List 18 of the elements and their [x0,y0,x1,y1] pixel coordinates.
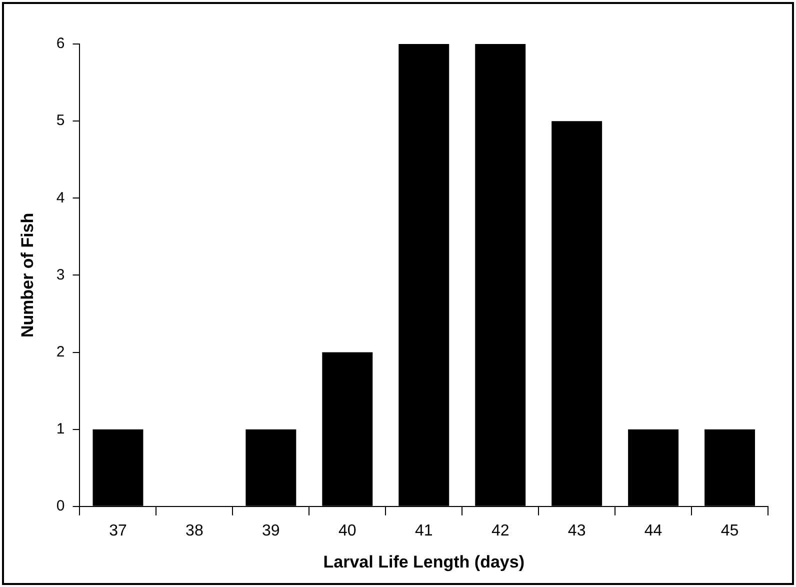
y-tick-label: 2 [56,343,65,360]
x-tick-label: 40 [338,522,356,540]
y-tick-label: 5 [56,112,65,130]
y-tick-label: 0 [56,498,65,515]
y-tick-label: 3 [56,266,65,284]
x-tick-label: 43 [568,522,586,540]
x-tick-label: 39 [262,522,280,540]
x-axis-title: Larval Life Length (days) [323,552,524,572]
y-tick-label: 1 [56,420,65,438]
y-tick-label: 4 [56,189,65,206]
x-tick-label: 45 [720,522,739,540]
y-tick-label: 6 [56,35,65,52]
x-tick-label: 38 [186,522,204,540]
y-axis-title: Number of Fish [18,212,37,338]
x-tick-label: 44 [644,522,662,540]
x-tick-label: 37 [109,522,127,540]
x-tick-label: 41 [414,522,433,540]
x-tick-label: 42 [491,522,510,540]
